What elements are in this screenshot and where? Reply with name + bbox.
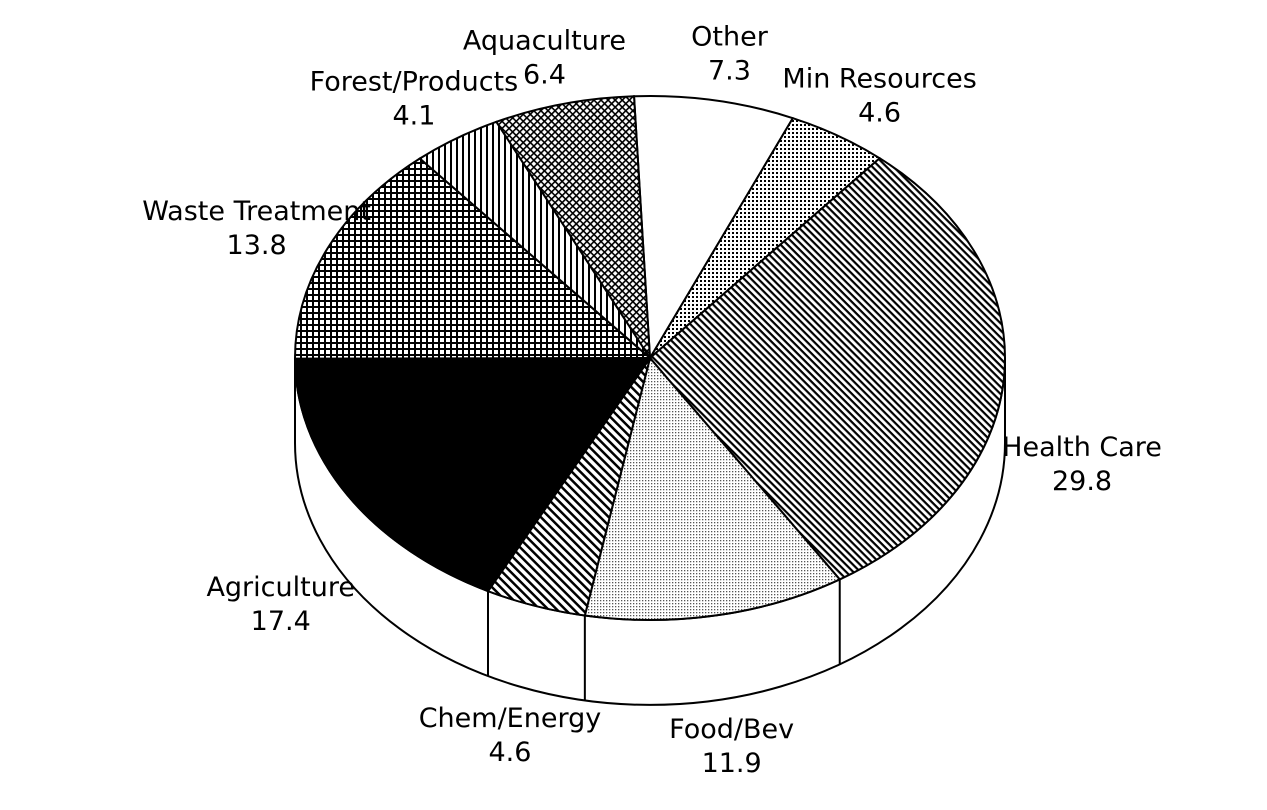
slice-value: 13.8 [227, 230, 287, 261]
pie-slice [583, 355, 842, 621]
slice-value: 4.6 [858, 97, 901, 128]
slice-value: 7.3 [708, 56, 751, 87]
slice-value: 6.4 [523, 60, 566, 91]
slice-label: Forest/Products [310, 66, 519, 97]
slice-label: Agriculture [206, 572, 355, 603]
pie-slice [648, 156, 1006, 581]
slice-value: 29.8 [1052, 466, 1112, 497]
pie-slice [632, 95, 795, 362]
slice-value: 4.6 [488, 737, 531, 768]
slice-value: 11.9 [702, 748, 762, 779]
slice-value: 17.4 [251, 606, 311, 637]
slice-label: Other [691, 22, 769, 53]
slice-label: Aquaculture [463, 26, 626, 57]
pie-slice [293, 356, 652, 593]
slice-label: Food/Bev [669, 714, 794, 745]
pie-slice [494, 95, 652, 362]
slice-label: Min Resources [782, 63, 976, 94]
slice-label: Health Care [1002, 432, 1162, 463]
slice-label: Chem/Energy [419, 703, 602, 734]
slice-value: 4.1 [392, 100, 435, 131]
pie-slice [294, 157, 653, 360]
slice-label: Waste Treatment [142, 196, 371, 227]
